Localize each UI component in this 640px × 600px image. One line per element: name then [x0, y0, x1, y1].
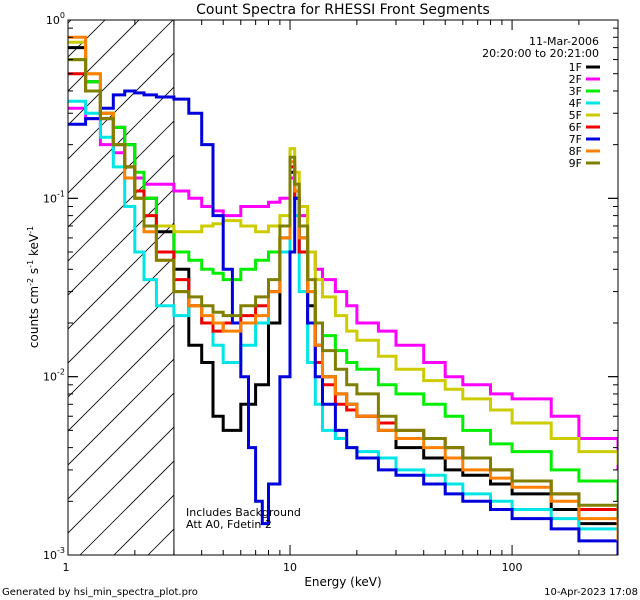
y-tick-label: 100: [46, 11, 65, 27]
hatch-line: [68, 20, 106, 58]
y-label-sup3: -1: [26, 226, 35, 234]
hatch-line: [68, 392, 174, 500]
legend-time-range: 20:20:00 to 20:21:00: [482, 47, 599, 60]
annotation-background: Includes Background: [186, 506, 301, 519]
hatch-line: [68, 20, 174, 126]
hatch-line: [68, 426, 174, 534]
hatch-line: [68, 188, 174, 296]
y-label-mid2: keV: [27, 233, 41, 260]
legend-label: 2F: [569, 73, 582, 86]
legend-label: 1F: [569, 61, 582, 74]
x-axis-label: Energy (keV): [304, 575, 381, 589]
legend-label: 9F: [569, 157, 582, 170]
hatch-line: [68, 20, 140, 92]
plot-frame: [67, 19, 619, 556]
series-2F: [68, 106, 618, 470]
series-1F: [68, 46, 618, 541]
series-8F: [68, 35, 618, 541]
legend-label: 3F: [569, 85, 582, 98]
legend-label: 8F: [569, 145, 582, 158]
x-tick-label: 1: [63, 561, 70, 574]
series-4F: [68, 99, 618, 541]
hatch-line: [79, 460, 174, 555]
y-label-sup1: -2: [26, 278, 35, 286]
series-9F: [68, 58, 618, 519]
legend-label: 7F: [569, 133, 582, 146]
hatch-line: [68, 154, 174, 262]
y-tick-label: 10-3: [43, 546, 65, 562]
axis-tick-labels: 10 100 1 100 10-1 10-2 10-3: [43, 11, 523, 574]
footer-timestamp: 10-Apr-2023 17:08: [544, 587, 638, 598]
hatch-line: [68, 256, 174, 364]
x-tick-label: 100: [502, 561, 523, 574]
annotation-attenuator: Att A0, Fdetin 2: [186, 518, 272, 531]
y-label-sup2: -1: [26, 260, 35, 268]
legend-label: 5F: [569, 109, 582, 122]
chart-title: Count Spectra for RHESSI Front Segments: [196, 2, 490, 18]
series-6F: [68, 72, 618, 524]
legend-label: 4F: [569, 97, 582, 110]
hatch-line: [68, 52, 174, 160]
hatch-line: [113, 494, 174, 555]
legend-date: 11-Mar-2006: [529, 35, 599, 48]
footer-generated-by: Generated by hsi_min_spectra_plot.pro: [2, 587, 198, 598]
y-tick-label: 10-2: [43, 368, 65, 384]
x-tick-label: 10: [283, 561, 297, 574]
hatch-line: [68, 222, 174, 330]
legend-label: 6F: [569, 121, 582, 134]
series-7F: [68, 89, 618, 555]
axis-ticks: [67, 19, 619, 556]
y-label-mid1: s: [27, 268, 41, 278]
series-5F: [68, 40, 618, 465]
y-tick-label: 10-1: [43, 189, 65, 205]
series-layer: [68, 35, 618, 555]
y-axis-label: counts cm-2 s-1 keV-1: [26, 226, 41, 348]
y-label-main: counts cm: [27, 286, 41, 348]
hatch-line: [68, 358, 174, 466]
